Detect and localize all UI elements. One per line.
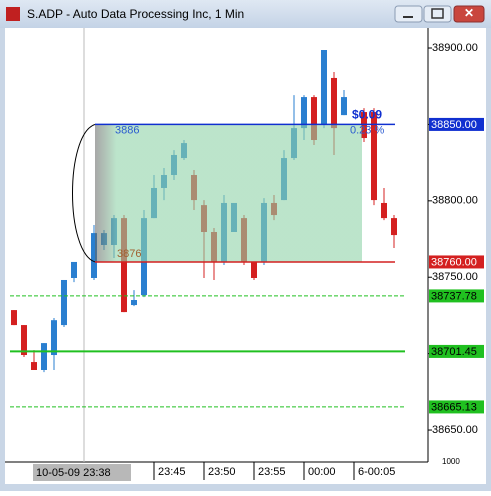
candle-body — [381, 202, 387, 219]
candle-body — [131, 300, 137, 306]
level-label-box — [429, 400, 484, 414]
candle-body — [301, 97, 307, 129]
measure-change-label: $0.09 — [352, 108, 382, 122]
app-icon — [6, 7, 20, 21]
candle-body — [31, 362, 37, 370]
level-label: 38760.00 — [431, 256, 477, 268]
candle-body — [41, 343, 47, 370]
close-icon: ✕ — [464, 6, 474, 20]
cursor-label-box — [33, 464, 131, 481]
candle-body — [331, 77, 337, 129]
measure-end-label: 3876 — [117, 248, 141, 260]
x-tick-label: 23:45 — [158, 466, 186, 478]
level-label-box — [429, 344, 484, 358]
candle-body — [71, 261, 77, 279]
candle-body — [341, 97, 347, 116]
measure-arc — [72, 123, 96, 263]
level-label: 38701.45 — [431, 346, 477, 358]
y-tick-label: 38750.00 — [432, 271, 478, 283]
level-label-box — [429, 255, 484, 269]
candle-body — [91, 233, 97, 279]
y-tick-label: 38800.00 — [432, 195, 478, 207]
candle-body — [251, 261, 257, 279]
level-label-box — [429, 289, 484, 303]
measure-start-label: 3886 — [115, 124, 139, 136]
minimize-button[interactable] — [394, 5, 423, 23]
cursor-label: 10-05-09 23:38 — [36, 467, 111, 479]
x-tick-label: 23:50 — [208, 466, 236, 478]
x-tick-label: 23:55 — [258, 466, 286, 478]
maximize-icon — [431, 8, 444, 19]
candle-body — [121, 218, 127, 313]
candle-body — [21, 325, 27, 356]
level-label: 38850.00 — [431, 119, 477, 131]
level-label: 38737.78 — [431, 290, 477, 302]
measure-percent-label: 0.23 % — [350, 124, 384, 136]
candle-body — [371, 112, 377, 201]
level-label: 38665.13 — [431, 401, 477, 413]
scale-note: 1000 — [442, 457, 460, 466]
candle-body — [311, 97, 317, 141]
measure-box — [95, 124, 362, 262]
y-tick-label: 38650.00 — [432, 424, 478, 436]
candle-body — [61, 279, 67, 326]
maximize-button[interactable] — [423, 5, 452, 23]
x-tick-label: 00:00 — [308, 466, 336, 478]
candle-body — [321, 50, 327, 126]
y-tick-label: 38900.00 — [432, 42, 478, 54]
candle-body — [391, 218, 397, 236]
level-label-box — [429, 117, 484, 131]
candle-body — [11, 310, 17, 326]
candle-body — [51, 320, 57, 356]
x-tick-label: 6-00:05 — [358, 466, 395, 478]
window-title: S.ADP - Auto Data Processing Inc, 1 Min — [27, 7, 244, 21]
close-button[interactable] — [453, 5, 485, 23]
